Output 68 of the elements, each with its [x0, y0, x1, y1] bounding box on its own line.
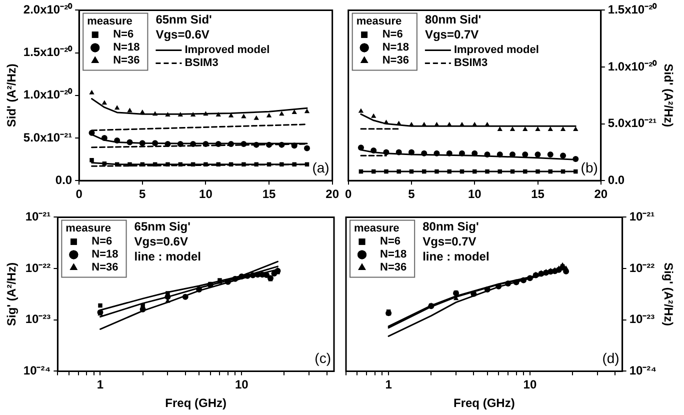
annotation: 80nm Sig' — [422, 220, 479, 234]
annotation: (d) — [602, 350, 620, 366]
y-tick-label: 1.0x10⁻²⁰ — [23, 88, 74, 102]
annotation: 65nm Sid' — [156, 12, 212, 27]
x-tick-label: 0 — [76, 187, 83, 202]
y-tick-label: 10⁻²⁴ — [23, 364, 51, 378]
annotation: (c) — [314, 350, 331, 366]
annotation: Vgs=0.7V — [422, 234, 476, 249]
legend-label: N=6 — [92, 236, 112, 248]
legend-label: N=18 — [113, 42, 140, 54]
x-tick-label: 10 — [234, 378, 249, 392]
legend-label: N=36 — [92, 262, 118, 274]
legend-label: N=6 — [382, 28, 403, 41]
legend-title: measure — [356, 16, 402, 28]
legend-label: Improved model — [184, 44, 270, 56]
legend-label: BSIM3 — [184, 57, 218, 70]
annotation: Vgs=0.6V — [134, 234, 188, 249]
legend-label: N=18 — [380, 248, 407, 261]
legend-label: N=6 — [113, 28, 134, 41]
y-tick-label: 10⁻²³ — [629, 312, 655, 326]
y-tick-label: 10⁻²² — [629, 260, 655, 275]
y-axis-title: Sid' (A²/Hz) — [4, 64, 19, 128]
y-tick-label: 10⁻²¹ — [25, 210, 51, 224]
legend-label: N=18 — [382, 42, 409, 54]
legend-title: measure — [66, 222, 111, 235]
x-tick-label: 1 — [96, 378, 104, 392]
legend-label: N=36 — [380, 262, 407, 274]
y-tick-label: 10⁻²² — [25, 260, 51, 275]
annotation: 80nm Sid' — [424, 12, 482, 27]
y-tick-label: 2.0x10⁻²⁰ — [23, 2, 74, 17]
y-tick-label: 10⁻²³ — [25, 312, 51, 326]
x-tick-label: 15 — [531, 187, 545, 202]
legend-label: BSIM3 — [454, 57, 488, 70]
y-axis-title: Sig' (A²/Hz) — [4, 262, 19, 326]
x-tick-label: 5 — [408, 187, 416, 202]
legend-label: N=6 — [380, 236, 400, 248]
legend-label: N=36 — [382, 54, 409, 67]
y-axis-title: Sig' (A²/Hz) — [661, 262, 676, 326]
x-axis-title: Freq (GHz) — [453, 396, 515, 410]
legend-title: measure — [87, 16, 132, 28]
x-tick-label: 5 — [139, 187, 146, 202]
x-tick-label: 10 — [199, 187, 213, 202]
x-tick-label: 0 — [344, 187, 352, 202]
x-tick-label: 15 — [262, 187, 276, 202]
y2-axis-title: Sid' (A²/Hz) — [661, 64, 676, 128]
annotation: line : model — [134, 250, 201, 264]
annotation: 65nm Sig' — [134, 220, 191, 234]
x-tick-label: 10 — [523, 378, 537, 392]
annotation: Vgs=0.7V — [424, 28, 479, 42]
x-axis-title: Freq (GHz) — [165, 396, 227, 410]
y-tick-label: 10⁻²⁴ — [629, 364, 657, 378]
legend-label: N=18 — [92, 248, 118, 261]
x-tick-label: 20 — [326, 187, 340, 202]
y-tick-label: 1.5x10⁻²⁰ — [23, 45, 74, 60]
y2-tick-label: 0.0 — [608, 172, 625, 187]
y-tick-label: 0.0 — [55, 172, 72, 187]
x-tick-label: 20 — [594, 187, 608, 202]
annotation: (b) — [580, 159, 598, 176]
annotation: line : model — [422, 250, 490, 264]
annotation: (a) — [312, 159, 330, 176]
legend-title: measure — [354, 222, 400, 235]
legend-label: N=36 — [113, 54, 140, 67]
x-tick-label: 10 — [468, 187, 482, 202]
y-tick-label: 5.0x10⁻²¹ — [23, 130, 72, 144]
legend-label: Improved model — [454, 44, 539, 56]
annotation: Vgs=0.6V — [156, 28, 210, 42]
x-tick-label: 1 — [385, 378, 392, 392]
y-tick-label: 10⁻²¹ — [629, 210, 655, 224]
